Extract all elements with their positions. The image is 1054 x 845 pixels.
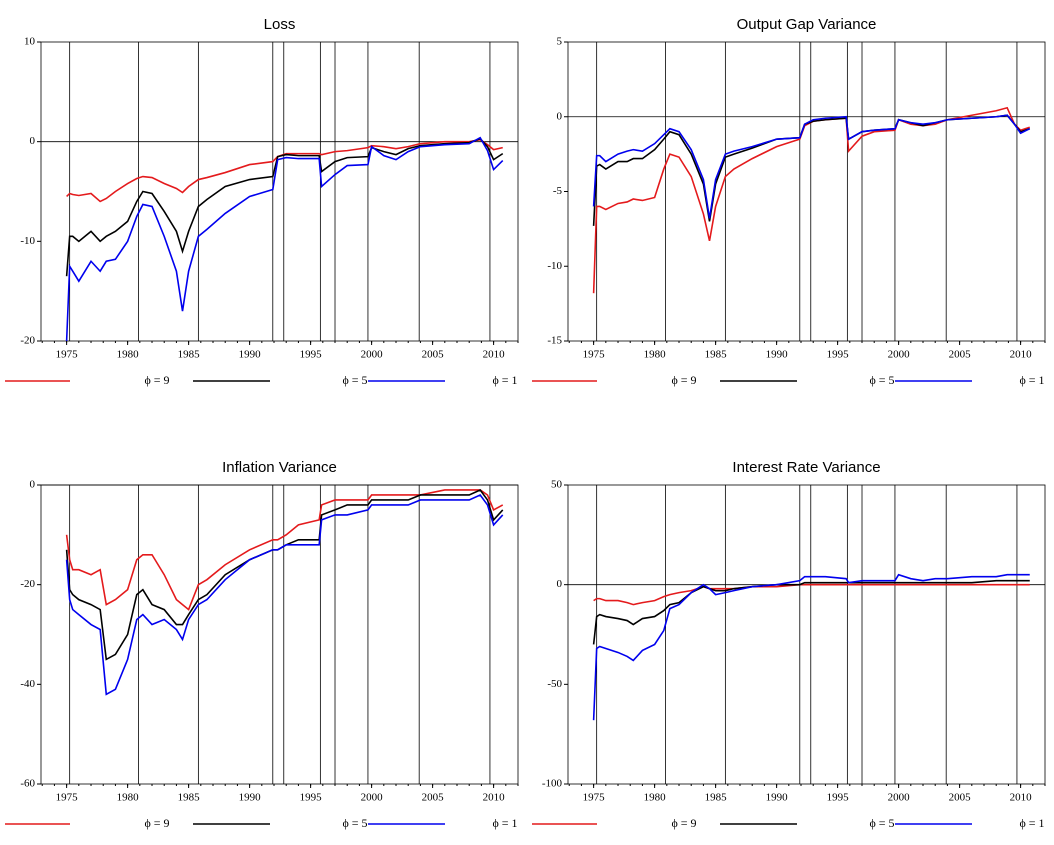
series-line	[593, 583, 1030, 606]
chart-title: Interest Rate Variance	[732, 459, 880, 476]
x-tick-label: 1995	[827, 792, 850, 804]
x-tick-label: 1990	[766, 792, 789, 804]
legend-label: ϕ = 1	[1019, 373, 1044, 387]
y-tick-label: -20	[20, 335, 35, 347]
x-tick-label: 2010	[483, 349, 506, 361]
x-tick-label: 1995	[300, 792, 323, 804]
legend-label: ϕ = 5	[869, 373, 894, 387]
plot-frame	[40, 484, 519, 785]
y-tick-label: -40	[20, 678, 35, 690]
legend-label: ϕ = 5	[342, 373, 367, 387]
legend-label: ϕ = 9	[144, 816, 169, 830]
legend-label: ϕ = 5	[342, 816, 367, 830]
series-line	[592, 114, 1031, 219]
legend-label: ϕ = 1	[492, 373, 517, 387]
series-line	[592, 573, 1030, 721]
y-tick-label: 50	[551, 479, 563, 491]
x-tick-label: 1980	[117, 792, 140, 804]
x-tick-label: 2010	[1010, 349, 1033, 361]
x-tick-label: 1980	[644, 792, 667, 804]
x-tick-label: 1995	[827, 349, 850, 361]
y-tick-label: -100	[542, 778, 563, 790]
series-line	[65, 137, 504, 277]
y-tick-label: -10	[20, 235, 35, 247]
y-tick-label: -5	[553, 185, 563, 197]
y-tick-label: -10	[547, 260, 562, 272]
x-tick-label: 1980	[117, 349, 140, 361]
series-line	[65, 489, 504, 611]
legend-label: ϕ = 5	[869, 816, 894, 830]
y-tick-label: -50	[547, 678, 562, 690]
legend-label: ϕ = 1	[492, 816, 517, 830]
x-tick-label: 1985	[705, 349, 728, 361]
series-line	[592, 106, 1030, 294]
y-tick-label: -15	[547, 335, 562, 347]
y-tick-label: 10	[24, 36, 36, 48]
x-tick-label: 2000	[888, 349, 911, 361]
x-tick-label: 1975	[583, 792, 606, 804]
x-tick-label: 2005	[422, 792, 445, 804]
x-tick-label: 2005	[949, 349, 972, 361]
x-tick-label: 2005	[949, 792, 972, 804]
x-tick-label: 2010	[1010, 792, 1033, 804]
x-tick-label: 2010	[483, 792, 506, 804]
x-tick-label: 1985	[178, 349, 201, 361]
plot-frame	[567, 41, 1046, 342]
series-line	[65, 493, 504, 696]
y-tick-label: 0	[557, 578, 563, 590]
series-line	[66, 138, 503, 203]
x-tick-label: 1990	[766, 349, 789, 361]
y-tick-label: 0	[30, 135, 36, 147]
plot-frame	[567, 484, 1046, 785]
y-tick-label: 0	[557, 110, 563, 122]
x-tick-label: 1990	[239, 792, 262, 804]
x-tick-label: 2000	[888, 792, 911, 804]
series-line	[592, 579, 1030, 645]
x-tick-label: 1980	[644, 349, 667, 361]
series-line	[592, 114, 1030, 226]
x-tick-label: 1995	[300, 349, 323, 361]
chart-title: Output Gap Variance	[737, 16, 877, 33]
chart-title: Inflation Variance	[222, 459, 337, 476]
y-tick-label: 0	[30, 479, 36, 491]
x-tick-label: 1985	[178, 792, 201, 804]
x-tick-label: 2000	[361, 792, 384, 804]
legend-label: ϕ = 9	[144, 373, 169, 387]
x-tick-label: 2000	[361, 349, 384, 361]
x-tick-label: 1975	[583, 349, 606, 361]
x-tick-label: 1975	[56, 349, 79, 361]
y-tick-label: 5	[557, 36, 563, 48]
y-tick-label: -60	[20, 778, 35, 790]
x-tick-label: 1985	[705, 792, 728, 804]
y-tick-label: -20	[20, 578, 35, 590]
legend-label: ϕ = 9	[671, 373, 696, 387]
chart-title: Loss	[264, 16, 296, 33]
x-tick-label: 2005	[422, 349, 445, 361]
legend-label: ϕ = 1	[1019, 816, 1044, 830]
legend-label: ϕ = 9	[671, 816, 696, 830]
plot-frame	[40, 41, 519, 342]
x-tick-label: 1975	[56, 792, 79, 804]
series-line	[65, 136, 504, 342]
x-tick-label: 1990	[239, 349, 262, 361]
